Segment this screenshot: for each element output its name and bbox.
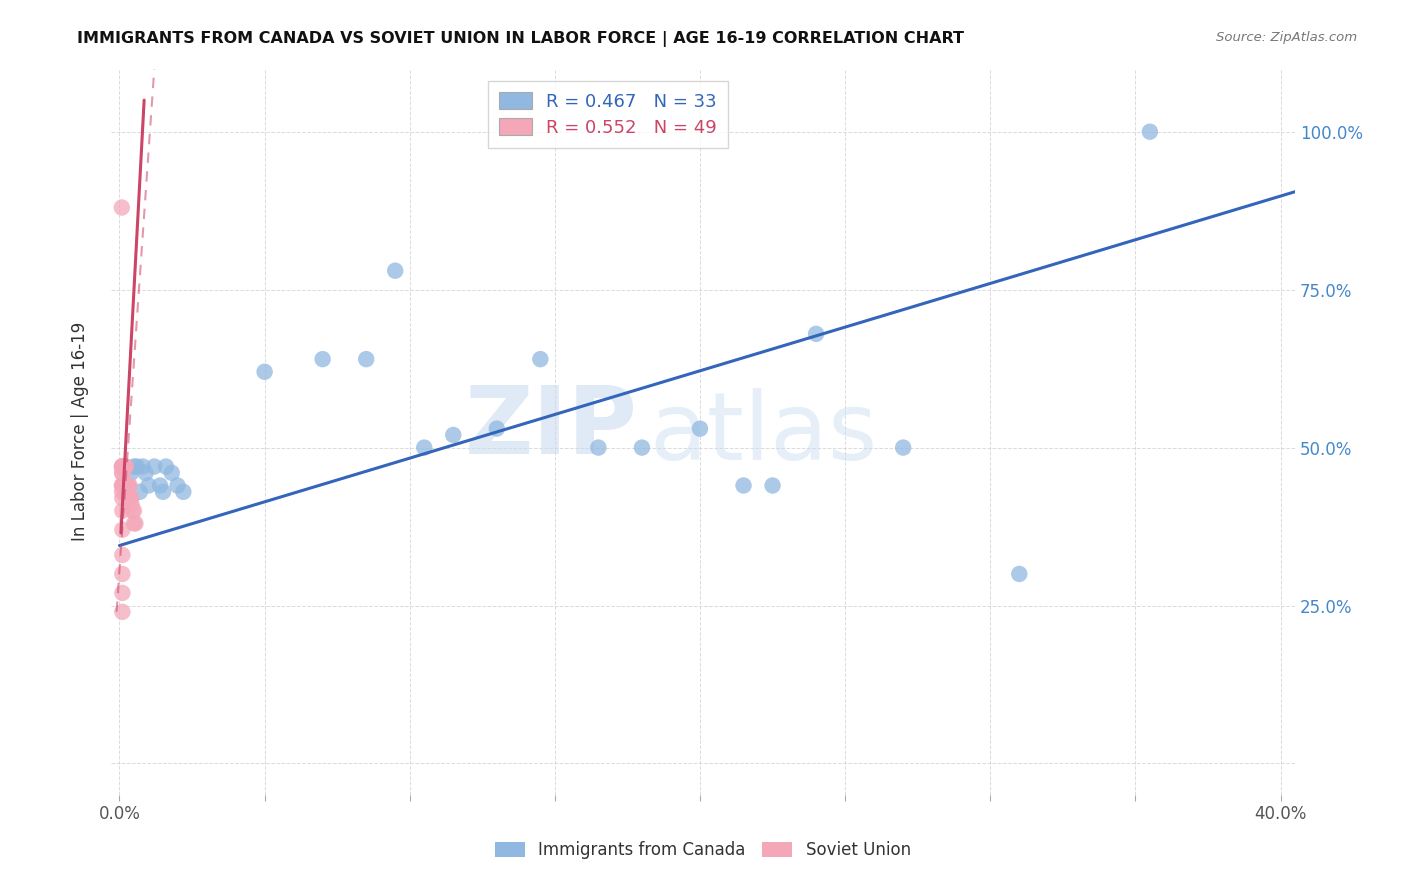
Y-axis label: In Labor Force | Age 16-19: In Labor Force | Age 16-19 xyxy=(72,322,89,541)
Point xyxy=(529,352,551,367)
Point xyxy=(115,478,138,492)
Point xyxy=(111,459,134,474)
Legend: R = 0.467   N = 33, R = 0.552   N = 49: R = 0.467 N = 33, R = 0.552 N = 49 xyxy=(488,81,728,148)
Point xyxy=(111,459,134,474)
Point xyxy=(120,491,142,505)
Point xyxy=(1008,566,1031,581)
Point xyxy=(111,491,134,505)
Point xyxy=(111,459,134,474)
Point xyxy=(253,365,276,379)
Point xyxy=(135,466,157,480)
Point xyxy=(441,428,464,442)
Point xyxy=(111,466,134,480)
Point xyxy=(111,459,134,474)
Point xyxy=(111,201,134,215)
Point xyxy=(155,459,177,474)
Point xyxy=(118,491,141,505)
Point xyxy=(117,478,139,492)
Point xyxy=(588,441,610,455)
Point xyxy=(111,586,134,600)
Point xyxy=(111,484,134,499)
Point xyxy=(689,422,711,436)
Point xyxy=(120,466,142,480)
Legend: Immigrants from Canada, Soviet Union: Immigrants from Canada, Soviet Union xyxy=(488,835,918,866)
Text: ZIP: ZIP xyxy=(465,382,638,475)
Point xyxy=(111,459,134,474)
Point xyxy=(111,478,134,492)
Point xyxy=(114,459,136,474)
Point xyxy=(733,478,755,492)
Point xyxy=(114,459,136,474)
Point xyxy=(120,491,142,505)
Text: atlas: atlas xyxy=(650,388,877,480)
Point xyxy=(118,491,141,505)
Point xyxy=(112,478,135,492)
Point xyxy=(122,459,145,474)
Point xyxy=(485,422,508,436)
Point xyxy=(111,605,134,619)
Point xyxy=(172,484,194,499)
Point xyxy=(111,566,134,581)
Point xyxy=(166,478,188,492)
Point xyxy=(111,478,134,492)
Point xyxy=(413,441,436,455)
Point xyxy=(117,478,139,492)
Point xyxy=(124,516,146,531)
Point xyxy=(761,478,783,492)
Point xyxy=(125,459,148,474)
Point xyxy=(891,441,914,455)
Point xyxy=(117,491,139,505)
Point xyxy=(115,459,138,474)
Point xyxy=(115,478,138,492)
Point xyxy=(121,498,143,512)
Point xyxy=(131,459,153,474)
Point xyxy=(115,484,138,499)
Point xyxy=(143,459,166,474)
Point xyxy=(117,484,139,499)
Point xyxy=(1139,125,1161,139)
Point xyxy=(149,478,172,492)
Point xyxy=(112,459,135,474)
Point xyxy=(311,352,333,367)
Point xyxy=(111,459,134,474)
Text: Source: ZipAtlas.com: Source: ZipAtlas.com xyxy=(1216,31,1357,45)
Text: IMMIGRANTS FROM CANADA VS SOVIET UNION IN LABOR FORCE | AGE 16-19 CORRELATION CH: IMMIGRANTS FROM CANADA VS SOVIET UNION I… xyxy=(77,31,965,47)
Point xyxy=(112,478,135,492)
Point xyxy=(152,484,174,499)
Point xyxy=(122,516,145,531)
Point xyxy=(112,459,135,474)
Point xyxy=(138,478,160,492)
Point xyxy=(111,548,134,562)
Point xyxy=(111,478,134,492)
Point xyxy=(118,478,141,492)
Point xyxy=(160,466,183,480)
Point xyxy=(384,263,406,277)
Point xyxy=(128,484,150,499)
Point xyxy=(111,466,134,480)
Point xyxy=(115,484,138,499)
Point xyxy=(114,478,136,492)
Point xyxy=(111,523,134,537)
Point xyxy=(114,478,136,492)
Point xyxy=(117,478,139,492)
Point xyxy=(354,352,377,367)
Point xyxy=(121,504,143,518)
Point xyxy=(122,504,145,518)
Point xyxy=(111,504,134,518)
Point xyxy=(631,441,654,455)
Point xyxy=(114,478,136,492)
Point xyxy=(112,478,135,492)
Point xyxy=(804,326,827,341)
Point xyxy=(112,459,135,474)
